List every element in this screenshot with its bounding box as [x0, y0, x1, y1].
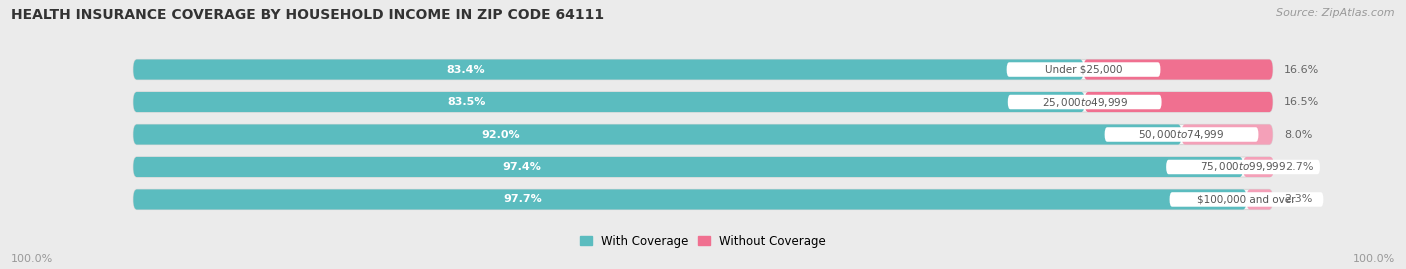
FancyBboxPatch shape [1166, 160, 1320, 174]
FancyBboxPatch shape [134, 92, 1084, 112]
FancyBboxPatch shape [1105, 127, 1258, 142]
Text: 92.0%: 92.0% [481, 129, 519, 140]
Text: 83.5%: 83.5% [447, 97, 485, 107]
FancyBboxPatch shape [1181, 125, 1272, 144]
FancyBboxPatch shape [134, 92, 1272, 112]
FancyBboxPatch shape [1007, 62, 1160, 77]
Text: 100.0%: 100.0% [11, 254, 53, 264]
Text: Under $25,000: Under $25,000 [1045, 65, 1122, 75]
Text: 2.3%: 2.3% [1284, 194, 1312, 204]
Text: Source: ZipAtlas.com: Source: ZipAtlas.com [1277, 8, 1395, 18]
FancyBboxPatch shape [134, 125, 1181, 144]
Legend: With Coverage, Without Coverage: With Coverage, Without Coverage [575, 230, 831, 253]
FancyBboxPatch shape [1170, 192, 1323, 207]
FancyBboxPatch shape [134, 157, 1272, 177]
Text: $25,000 to $49,999: $25,000 to $49,999 [1042, 95, 1128, 108]
FancyBboxPatch shape [1247, 189, 1272, 210]
FancyBboxPatch shape [1243, 157, 1274, 177]
Text: 2.7%: 2.7% [1285, 162, 1313, 172]
FancyBboxPatch shape [1008, 95, 1161, 109]
Text: 16.6%: 16.6% [1284, 65, 1319, 75]
Text: $100,000 and over: $100,000 and over [1198, 194, 1296, 204]
FancyBboxPatch shape [134, 59, 1084, 80]
Text: 100.0%: 100.0% [1353, 254, 1395, 264]
FancyBboxPatch shape [134, 189, 1272, 210]
Text: 97.4%: 97.4% [502, 162, 541, 172]
FancyBboxPatch shape [134, 157, 1243, 177]
FancyBboxPatch shape [134, 125, 1272, 144]
FancyBboxPatch shape [134, 59, 1272, 80]
Text: 83.4%: 83.4% [447, 65, 485, 75]
Text: 16.5%: 16.5% [1284, 97, 1319, 107]
FancyBboxPatch shape [1084, 92, 1272, 112]
Text: $50,000 to $74,999: $50,000 to $74,999 [1139, 128, 1225, 141]
FancyBboxPatch shape [134, 189, 1247, 210]
Text: HEALTH INSURANCE COVERAGE BY HOUSEHOLD INCOME IN ZIP CODE 64111: HEALTH INSURANCE COVERAGE BY HOUSEHOLD I… [11, 8, 605, 22]
FancyBboxPatch shape [1084, 59, 1272, 80]
Text: 97.7%: 97.7% [503, 194, 543, 204]
Text: $75,000 to $99,999: $75,000 to $99,999 [1199, 161, 1286, 174]
Text: 8.0%: 8.0% [1284, 129, 1312, 140]
